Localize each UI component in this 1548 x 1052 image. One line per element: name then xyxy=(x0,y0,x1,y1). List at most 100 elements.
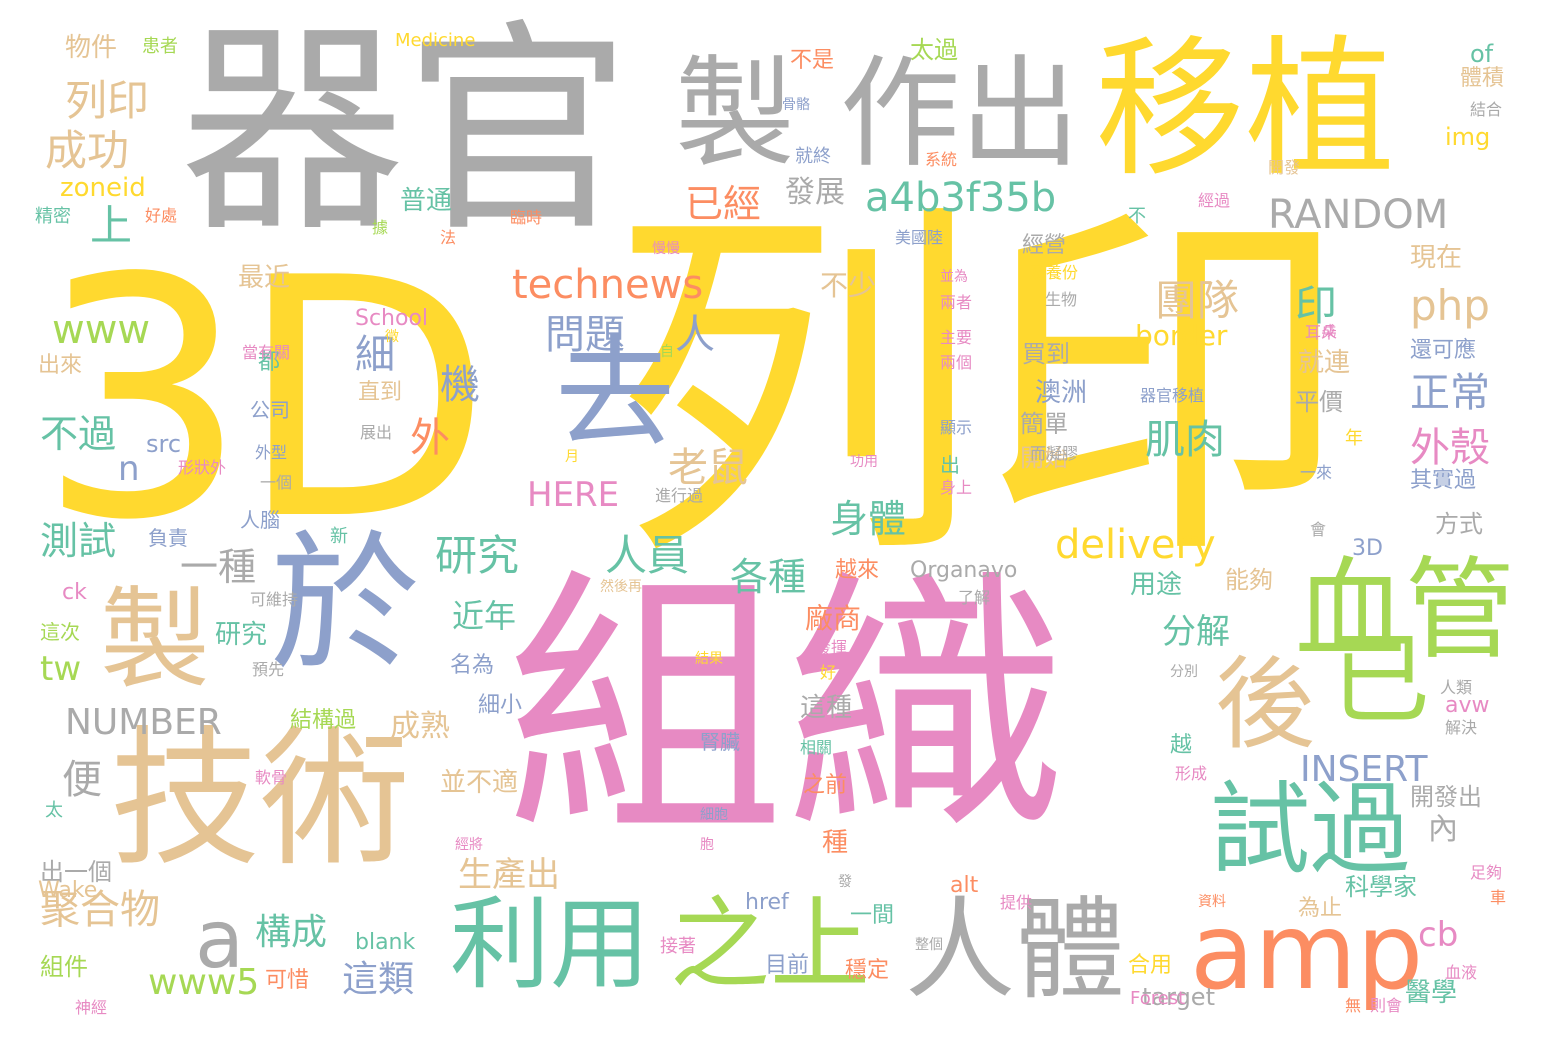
word: border xyxy=(1135,319,1228,352)
word: 成 xyxy=(1322,324,1336,340)
word: 車 xyxy=(1490,888,1507,907)
word: 平價 xyxy=(1295,388,1343,416)
word: 好處 xyxy=(145,206,178,225)
word: 現在 xyxy=(1410,243,1463,273)
word: 相關 xyxy=(800,738,833,757)
word: 美國陸 xyxy=(895,228,944,247)
word: 法 xyxy=(440,228,457,247)
word: 細 xyxy=(355,332,395,378)
word: 無 xyxy=(1345,996,1362,1015)
word: 細小 xyxy=(478,693,523,718)
word: 發 xyxy=(838,874,852,890)
word: 便 xyxy=(62,757,102,803)
word: 之前 xyxy=(803,773,848,798)
word: 臨時 xyxy=(510,208,543,227)
word: 利用 xyxy=(450,886,650,1003)
word: tw xyxy=(40,649,82,689)
word: 後 xyxy=(1215,646,1315,763)
word: 越 xyxy=(1170,733,1193,758)
word: avw xyxy=(1445,693,1490,718)
word: 微 xyxy=(385,329,399,345)
word: 形狀外 xyxy=(178,458,227,477)
word: src xyxy=(146,430,182,458)
word: 直到 xyxy=(358,380,403,405)
word: 之上 xyxy=(670,886,870,1003)
word: 3D xyxy=(1352,536,1383,561)
word: 合用 xyxy=(1128,953,1173,978)
word: cb xyxy=(1418,915,1459,955)
word: 就終 xyxy=(795,146,831,167)
word: 耳朵 xyxy=(1305,323,1338,342)
word: 外殼 xyxy=(1410,425,1490,471)
word: href xyxy=(745,890,789,915)
word: 據 xyxy=(372,218,389,237)
word: 展出 xyxy=(360,423,393,442)
word: 列印 xyxy=(65,76,150,125)
word: 骨骼 xyxy=(782,97,810,113)
word: 胞 xyxy=(700,837,714,853)
word: 而凝膠 xyxy=(1030,444,1079,463)
word: 不是 xyxy=(790,48,835,73)
word: 公司 xyxy=(250,398,290,422)
word: 製 xyxy=(675,45,795,184)
word: 形成 xyxy=(1175,764,1208,783)
word: School xyxy=(355,306,429,331)
word: 則會 xyxy=(1370,996,1403,1015)
word: 聚合物 xyxy=(40,887,160,933)
word: 最近 xyxy=(238,263,291,293)
word: 新 xyxy=(330,526,348,547)
word: 生物 xyxy=(1045,290,1078,309)
word: 老鼠 xyxy=(668,445,748,491)
word: 組織 xyxy=(505,547,1065,873)
word: 神經 xyxy=(75,998,108,1017)
word: 兩個 xyxy=(940,353,973,372)
word: 外型 xyxy=(255,443,288,462)
word: 越來 xyxy=(835,558,880,583)
word: 買到 xyxy=(1022,340,1070,368)
word: 自 xyxy=(660,344,674,360)
word: 不過 xyxy=(40,412,117,456)
word: 解決 xyxy=(1445,718,1478,737)
word: zoneid xyxy=(60,173,146,203)
word: 可維持 xyxy=(250,590,299,609)
word: 科學家 xyxy=(1345,873,1417,901)
word: 出 xyxy=(940,453,960,477)
word: 一間 xyxy=(850,903,895,928)
word: 軟骨 xyxy=(255,768,288,787)
word: amp xyxy=(1190,891,1424,1013)
word: 然後再 xyxy=(600,579,642,595)
word: 預先 xyxy=(252,660,285,679)
word: 進行過 xyxy=(655,486,704,505)
word: 這類 xyxy=(342,959,415,1000)
word: 一種 xyxy=(180,545,257,589)
word: www5 xyxy=(148,962,260,1003)
word: 一來 xyxy=(1300,463,1333,482)
word: 製 xyxy=(100,576,210,704)
word: 身上 xyxy=(940,478,973,497)
word: 體積 xyxy=(1460,66,1505,91)
word: 正常 xyxy=(1410,370,1490,416)
word: 及養份 xyxy=(1030,263,1079,282)
word: 提供 xyxy=(1000,893,1033,912)
word: 結果 xyxy=(695,651,723,667)
word: a4b3f35b xyxy=(865,175,1057,221)
word: 太 xyxy=(45,800,63,821)
word: img xyxy=(1445,123,1491,151)
word: 器官移植 xyxy=(1140,386,1205,405)
word: 研究 xyxy=(435,531,520,580)
word: 廠商 xyxy=(805,602,862,635)
word: delivery xyxy=(1055,522,1216,568)
word: 簡單 xyxy=(1020,410,1068,438)
word: 血液 xyxy=(1445,963,1478,982)
word: 資料 xyxy=(1198,894,1226,910)
word: NUMBER xyxy=(65,702,222,743)
word: 可惜 xyxy=(265,968,310,993)
word: 醫學 xyxy=(1405,978,1458,1008)
word: 已 xyxy=(1330,621,1430,738)
word: RANDOM xyxy=(1268,192,1449,238)
word: 血管 xyxy=(1295,546,1515,674)
word: target xyxy=(1142,983,1215,1011)
word: INSERT xyxy=(1300,749,1428,790)
word: alt xyxy=(950,873,979,898)
word: 足夠 xyxy=(1470,863,1503,882)
